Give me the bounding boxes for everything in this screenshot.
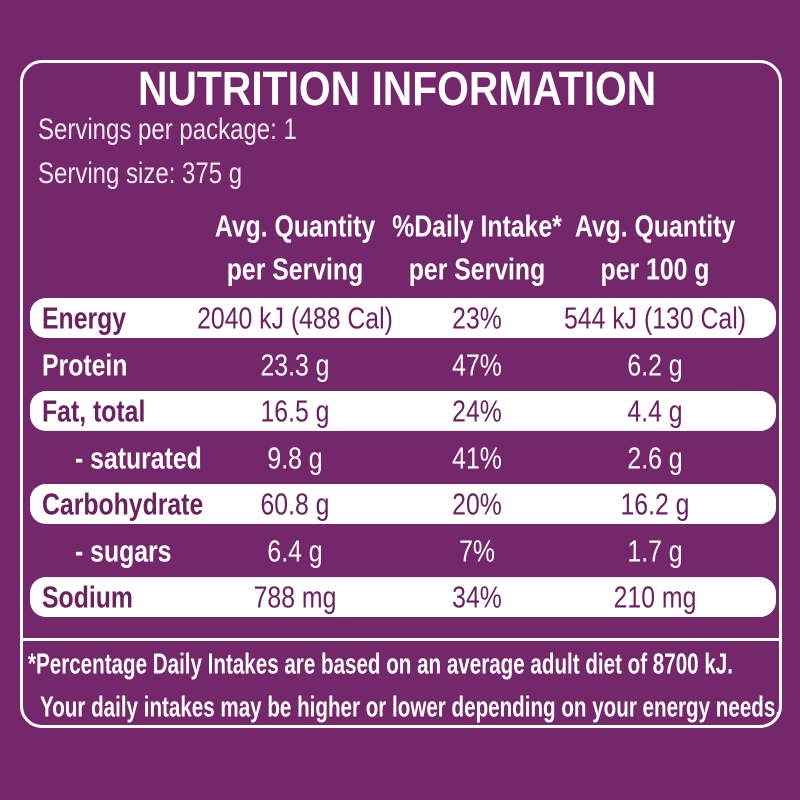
nutrient-value: 41%: [452, 440, 502, 475]
nutrient-value: 16.2 g: [620, 486, 690, 522]
nutrient-value: 4.4 g: [627, 393, 683, 429]
title: NUTRITION INFORMATION: [138, 63, 657, 116]
row-highlight: [30, 484, 776, 524]
servings: Servings per package: 1: [38, 113, 297, 146]
nutrient-name: Protein: [42, 347, 128, 382]
nutrient-value: 24%: [452, 393, 502, 429]
column-header: Avg. Quantity: [214, 208, 376, 244]
nutrient-value: 788 mg: [253, 579, 337, 615]
nutrient-name: Energy: [42, 300, 127, 336]
column-header: per Serving: [226, 251, 364, 287]
nutrient-name: - sugars: [75, 533, 172, 568]
row-highlight: [30, 298, 776, 338]
footnote: *Percentage Daily Intakes are based on a…: [28, 648, 733, 681]
panel-border: [20, 60, 782, 728]
nutrient-value: 7%: [459, 533, 495, 568]
nutrient-value: 60.8 g: [260, 486, 330, 522]
nutrient-value: 9.8 g: [267, 440, 323, 475]
nutrient-value: 47%: [452, 347, 502, 382]
nutrient-value: 23.3 g: [260, 347, 330, 382]
nutrient-name: - saturated: [75, 440, 202, 475]
nutrient-value: 544 kJ (130 Cal): [564, 300, 746, 336]
nutrient-name: Sodium: [42, 579, 133, 615]
footnote: Your daily intakes may be higher or lowe…: [40, 691, 782, 724]
nutrient-value: 6.4 g: [267, 533, 323, 568]
nutrient-value: 210 mg: [613, 579, 697, 615]
divider: [20, 638, 782, 641]
nutrient-value: 34%: [452, 579, 502, 615]
nutrient-value: 1.7 g: [627, 533, 683, 568]
nutrient-value: 23%: [452, 300, 502, 336]
column-header: per 100 g: [600, 251, 710, 287]
nutrient-value: 2040 kJ (488 Cal): [197, 300, 393, 336]
row-highlight: [30, 577, 776, 617]
nutrient-value: 6.2 g: [627, 347, 683, 382]
nutrient-value: 20%: [452, 486, 502, 522]
nutrient-value: 2.6 g: [627, 440, 683, 475]
nutrient-name: Carbohydrate: [42, 486, 204, 522]
column-header: Avg. Quantity: [574, 208, 736, 244]
column-header: per Serving: [408, 251, 546, 287]
nutrient-name: Fat, total: [42, 393, 146, 429]
row-highlight: [30, 391, 776, 431]
serving-size: Serving size: 375 g: [38, 157, 243, 190]
nutrient-value: 16.5 g: [260, 393, 330, 429]
column-header: %Daily Intake*: [392, 208, 562, 244]
